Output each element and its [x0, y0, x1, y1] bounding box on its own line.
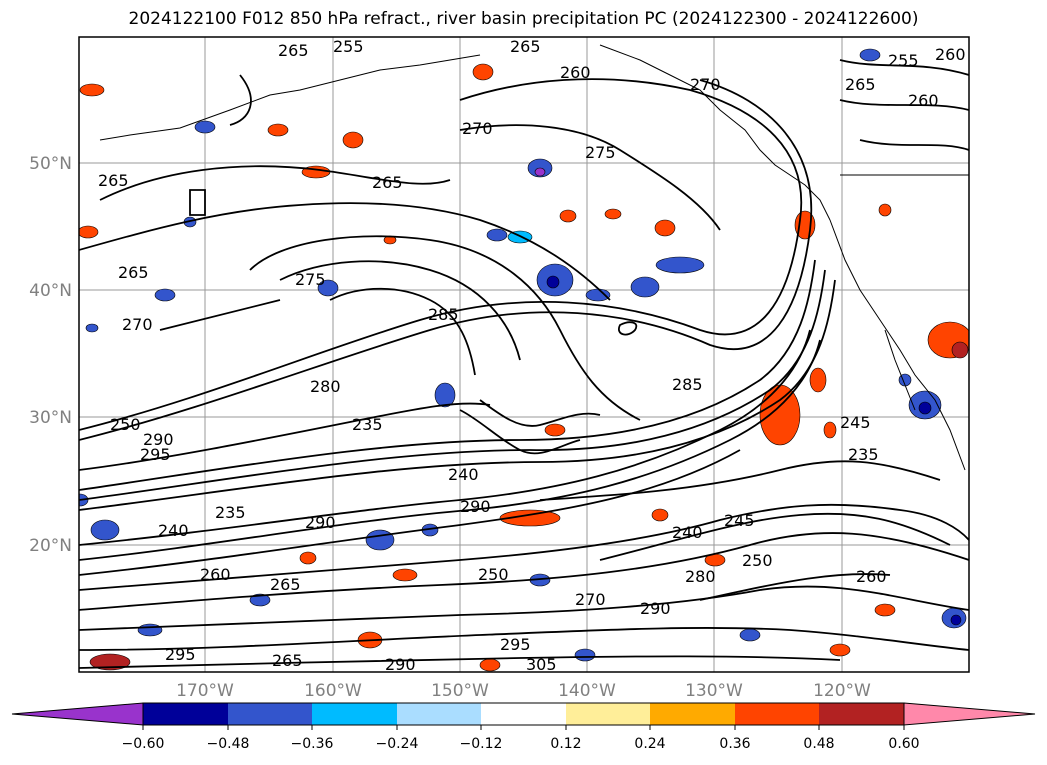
contour-label: 265	[98, 171, 129, 190]
colorbar-tick-label: −0.48	[207, 736, 250, 752]
colorbar-tick-label: 0.60	[888, 736, 919, 752]
lat-label-40n: 40°N	[29, 281, 72, 301]
colorbar-bin	[228, 703, 312, 725]
contour-label: 285	[428, 305, 459, 324]
contour-label: 295	[165, 645, 196, 664]
lon-label-130w: 130°W	[685, 681, 743, 701]
contour-label: 235	[215, 503, 246, 522]
contour-label: 260	[200, 565, 231, 584]
map-plot-area: 265 255 265 260 270 270 275 265 260 255 …	[79, 37, 969, 674]
contour-label: 245	[840, 413, 871, 432]
lat-label-20n: 20°N	[29, 536, 72, 556]
colorbar-bin	[143, 703, 228, 725]
contour-label: 250	[110, 415, 141, 434]
colorbar-tick-label: −0.36	[291, 736, 334, 752]
contour-label: 250	[742, 551, 773, 570]
contour-label: 290	[305, 513, 336, 532]
contour-label: 270	[462, 119, 493, 138]
colorbar-bin	[566, 703, 650, 725]
contour-label: 235	[352, 415, 383, 434]
colorbar-tick-label: −0.60	[122, 736, 165, 752]
colorbar-bin	[650, 703, 735, 725]
refractivity-contours	[79, 59, 969, 669]
colorbar-bin	[312, 703, 397, 725]
contour-label: 265	[270, 575, 301, 594]
lon-label-170w: 170°W	[176, 681, 234, 701]
contour-labels: 265 255 265 260 270 270 275 265 260 255 …	[98, 37, 966, 674]
colorbar-tick-label: 0.24	[634, 736, 665, 752]
contour-label: 265	[372, 173, 403, 192]
contour-label: 290	[143, 430, 174, 449]
lon-label-160w: 160°W	[304, 681, 362, 701]
contour-label: 265	[510, 37, 541, 56]
contour-label: 270	[122, 315, 153, 334]
longitude-labels: 170°W 160°W 150°W 140°W 130°W 120°W	[176, 681, 871, 701]
contour-label: 240	[448, 465, 479, 484]
colorbar-extend-left	[11, 702, 144, 726]
colorbar-extend-right	[903, 702, 1036, 726]
contour-label: 260	[908, 91, 939, 110]
colorbar-frame	[142, 702, 905, 726]
map-title: 2024122100 F012 850 hPa refract., river …	[128, 9, 919, 29]
contour-label: 260	[935, 45, 966, 64]
contour-label: 265	[845, 75, 876, 94]
coastlines	[99, 44, 969, 471]
contour-label: 240	[158, 521, 189, 540]
contour-label: 275	[585, 143, 616, 162]
contour-label: 245	[724, 511, 755, 530]
lon-label-140w: 140°W	[558, 681, 616, 701]
contour-label: 280	[685, 567, 716, 586]
contour-label: 290	[460, 497, 491, 516]
plot-frame	[78, 36, 970, 673]
lon-label-150w: 150°W	[431, 681, 489, 701]
contour-label: 280	[310, 377, 341, 396]
contour-label: 295	[500, 635, 531, 654]
contour-label: 260	[856, 567, 887, 586]
contour-label: 290	[385, 655, 416, 674]
colorbar-bin	[397, 703, 481, 725]
contour-label: 250	[478, 565, 509, 584]
contour-label: 255	[333, 37, 364, 56]
contour-label: 255	[888, 51, 919, 70]
contour-label: 305	[526, 655, 557, 674]
contour-label: 235	[848, 445, 879, 464]
contour-label: 270	[690, 75, 721, 94]
contour-label: 265	[118, 263, 149, 282]
contour-label: 295	[140, 445, 171, 464]
contour-label: 290	[640, 599, 671, 618]
colorbar-tick-label: 0.12	[550, 736, 581, 752]
contour-label: 275	[295, 270, 326, 289]
latitude-labels: 50°N 40°N 30°N 20°N	[29, 154, 72, 556]
colorbar-tick-label: 0.48	[803, 736, 834, 752]
contour-label: 260	[560, 63, 591, 82]
lat-label-30n: 30°N	[29, 408, 72, 428]
colorbar-bin	[735, 703, 819, 725]
colorbar-ticks	[142, 725, 905, 730]
contour-label: 265	[278, 41, 309, 60]
contour-label: 285	[672, 375, 703, 394]
colorbar-bin	[481, 703, 566, 725]
contour-label: 270	[575, 590, 606, 609]
colorbar-tick-label: −0.12	[460, 736, 503, 752]
colorbar: −0.60 −0.48 −0.36 −0.24 −0.12 0.12 0.24 …	[11, 702, 1036, 752]
colorbar-tick-label: −0.24	[376, 736, 419, 752]
contour-label: 265	[272, 651, 303, 670]
lon-label-120w: 120°W	[813, 681, 871, 701]
lat-label-50n: 50°N	[29, 154, 72, 174]
contour-label: 240	[672, 523, 703, 542]
colorbar-bin	[819, 703, 904, 725]
colorbar-tick-label: 0.36	[719, 736, 750, 752]
precip-shading	[79, 48, 969, 672]
